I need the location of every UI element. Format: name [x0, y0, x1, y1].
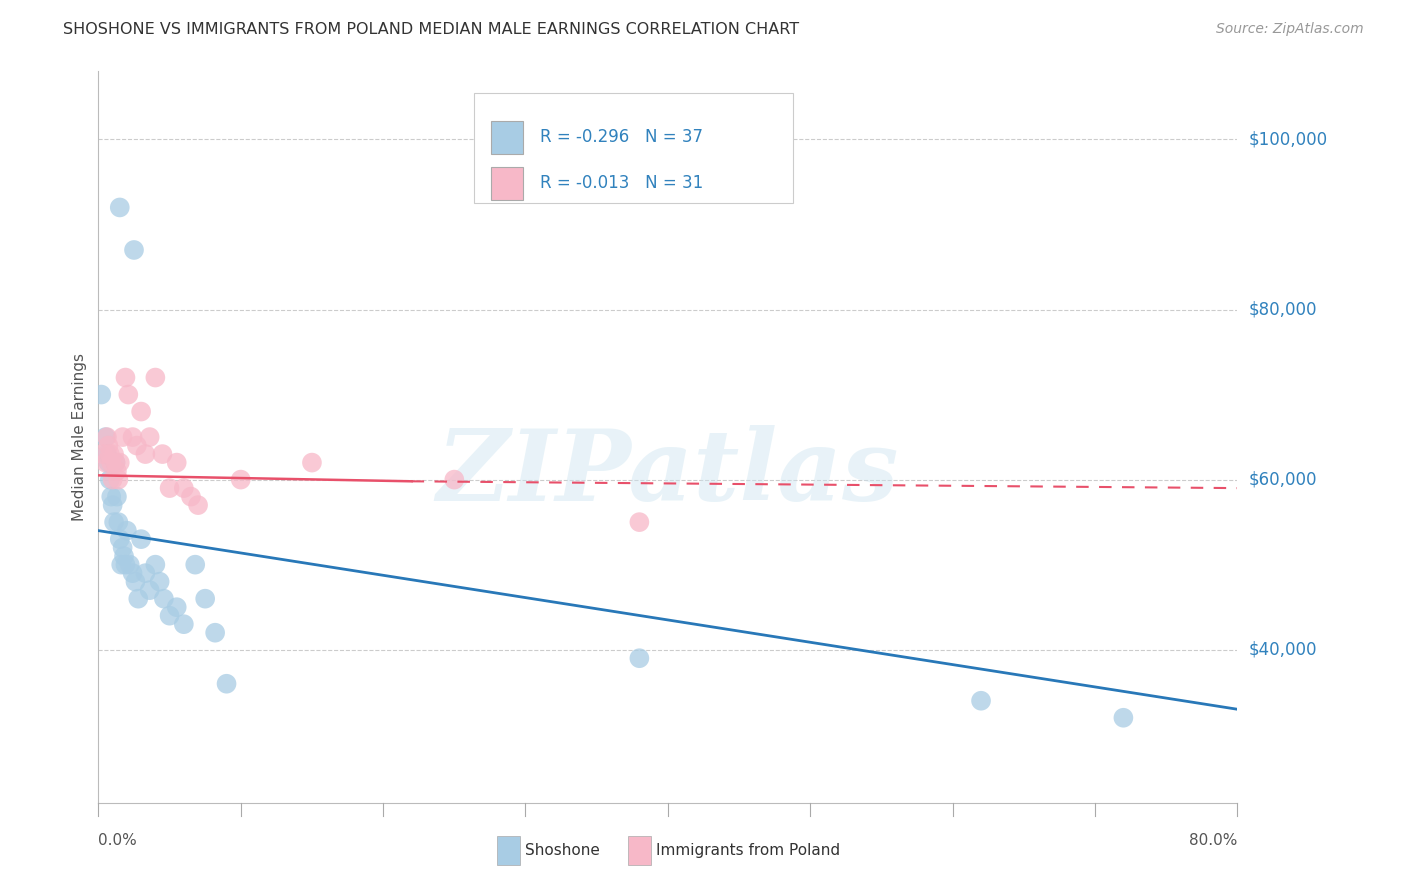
Point: [628, 651, 651, 665]
Point: [114, 558, 136, 572]
Text: SHOSHONE VS IMMIGRANTS FROM POLAND MEDIAN MALE EARNINGS CORRELATION CHART: SHOSHONE VS IMMIGRANTS FROM POLAND MEDIA…: [63, 22, 800, 37]
Point: [111, 430, 134, 444]
Text: $80,000: $80,000: [1249, 301, 1317, 318]
Point: [100, 490, 122, 504]
Text: Source: ZipAtlas.com: Source: ZipAtlas.com: [1216, 22, 1364, 37]
Point: [103, 447, 125, 461]
Point: [96, 447, 118, 461]
Point: [114, 370, 136, 384]
Point: [107, 473, 129, 487]
Point: [97, 439, 120, 453]
Point: [118, 558, 141, 572]
Point: [97, 456, 120, 470]
Point: [98, 473, 121, 487]
Point: [90, 387, 112, 401]
Point: [91, 447, 114, 461]
Point: [103, 515, 125, 529]
Point: [443, 473, 465, 487]
Point: [149, 574, 172, 589]
Point: [134, 447, 156, 461]
Point: [153, 591, 176, 606]
Point: [129, 532, 152, 546]
Bar: [491, 167, 523, 200]
Point: [112, 549, 135, 563]
Point: [127, 591, 149, 606]
Text: Immigrants from Poland: Immigrants from Poland: [657, 843, 841, 858]
Point: [105, 490, 128, 504]
Text: R = -0.013   N = 31: R = -0.013 N = 31: [540, 174, 703, 193]
Point: [173, 617, 195, 632]
Point: [101, 473, 124, 487]
Point: [125, 439, 148, 453]
Point: [152, 447, 174, 461]
Point: [107, 515, 129, 529]
Text: 80.0%: 80.0%: [1189, 832, 1237, 847]
Text: 0.0%: 0.0%: [98, 832, 138, 847]
Text: ZIPatlas: ZIPatlas: [437, 425, 898, 522]
Point: [215, 677, 238, 691]
Text: $60,000: $60,000: [1249, 471, 1317, 489]
Point: [145, 558, 167, 572]
Point: [166, 600, 188, 615]
Point: [121, 430, 143, 444]
Point: [229, 473, 252, 487]
Point: [111, 541, 134, 555]
Point: [108, 456, 131, 470]
Point: [96, 430, 118, 444]
Point: [100, 456, 122, 470]
Bar: [498, 836, 520, 865]
Point: [301, 456, 323, 470]
Point: [122, 243, 145, 257]
FancyBboxPatch shape: [474, 94, 793, 203]
Point: [94, 430, 117, 444]
Text: Shoshone: Shoshone: [526, 843, 600, 858]
Point: [184, 558, 207, 572]
Text: $40,000: $40,000: [1249, 640, 1317, 658]
Point: [1112, 711, 1135, 725]
Point: [121, 566, 143, 581]
Bar: [491, 120, 523, 153]
Point: [628, 515, 651, 529]
Point: [105, 464, 128, 478]
Point: [98, 447, 121, 461]
Point: [166, 456, 188, 470]
Point: [94, 456, 117, 470]
Point: [180, 490, 202, 504]
Point: [138, 583, 160, 598]
Point: [134, 566, 156, 581]
Point: [970, 694, 993, 708]
Point: [108, 201, 131, 215]
Point: [101, 498, 124, 512]
Text: $100,000: $100,000: [1249, 130, 1327, 148]
Point: [108, 532, 131, 546]
Point: [159, 481, 181, 495]
Point: [204, 625, 226, 640]
Bar: [628, 836, 651, 865]
Point: [159, 608, 181, 623]
Point: [104, 456, 127, 470]
Point: [145, 370, 167, 384]
Point: [194, 591, 217, 606]
Point: [117, 387, 139, 401]
Point: [104, 456, 127, 470]
Point: [187, 498, 209, 512]
Point: [138, 430, 160, 444]
Point: [110, 558, 132, 572]
Y-axis label: Median Male Earnings: Median Male Earnings: [72, 353, 87, 521]
Point: [173, 481, 195, 495]
Point: [124, 574, 146, 589]
Text: R = -0.296   N = 37: R = -0.296 N = 37: [540, 128, 703, 146]
Point: [129, 404, 152, 418]
Point: [115, 524, 138, 538]
